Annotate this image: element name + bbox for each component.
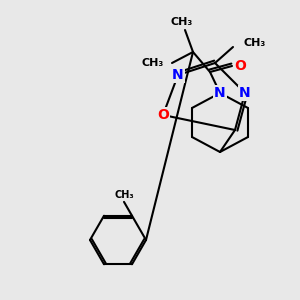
- Text: CH₃: CH₃: [114, 190, 134, 200]
- Text: N: N: [172, 68, 184, 82]
- Text: O: O: [234, 59, 246, 73]
- Text: CH₃: CH₃: [243, 38, 265, 48]
- Text: O: O: [157, 108, 169, 122]
- Text: CH₃: CH₃: [171, 17, 193, 27]
- Text: CH₃: CH₃: [142, 58, 164, 68]
- Text: N: N: [239, 86, 251, 100]
- Text: N: N: [214, 86, 226, 100]
